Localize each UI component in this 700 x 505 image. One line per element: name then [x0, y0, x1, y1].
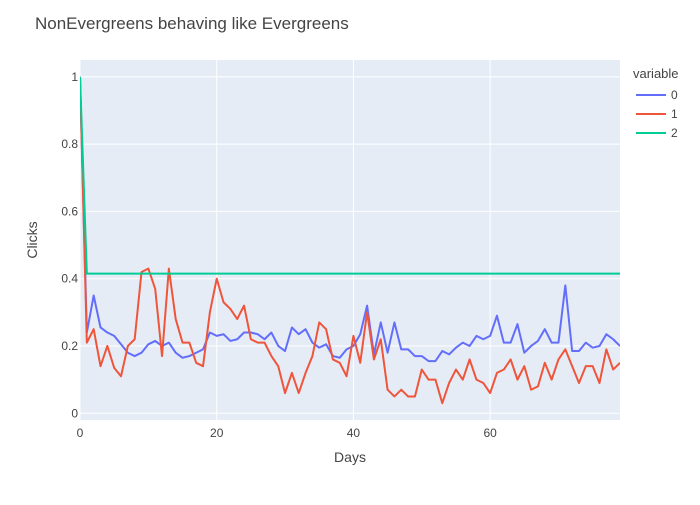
y-tick-label: 0.4 — [61, 272, 78, 286]
legend: variable 0 1 2 — [633, 66, 679, 140]
legend-label-0: 0 — [671, 88, 678, 102]
x-tick-label: 0 — [77, 426, 84, 440]
legend-title: variable — [633, 66, 679, 81]
x-tick-label: 60 — [483, 426, 497, 440]
series-line-2 — [80, 76, 620, 275]
y-tick-label: 0.8 — [61, 137, 78, 151]
x-tick-label: 20 — [210, 426, 224, 440]
legend-label-1: 1 — [671, 107, 678, 121]
x-axis-ticks: 0 20 40 60 — [77, 426, 497, 440]
y-axis-title: Clicks — [24, 221, 40, 258]
y-tick-label: 1 — [71, 70, 78, 84]
series-line-0 — [80, 76, 620, 363]
x-tick-label: 40 — [347, 426, 361, 440]
y-axis-ticks: 0 0.2 0.4 0.6 0.8 1 — [61, 70, 78, 420]
y-tick-label: 0.6 — [61, 204, 78, 218]
plot-background — [80, 60, 620, 420]
series-lines — [80, 76, 620, 405]
y-tick-label: 0 — [71, 406, 78, 420]
y-tick-label: 0.2 — [61, 339, 78, 353]
series-line-1 — [80, 76, 620, 405]
x-axis-title: Days — [334, 449, 366, 465]
chart-title: NonEvergreens behaving like Evergreens — [35, 14, 349, 33]
legend-label-2: 2 — [671, 126, 678, 140]
